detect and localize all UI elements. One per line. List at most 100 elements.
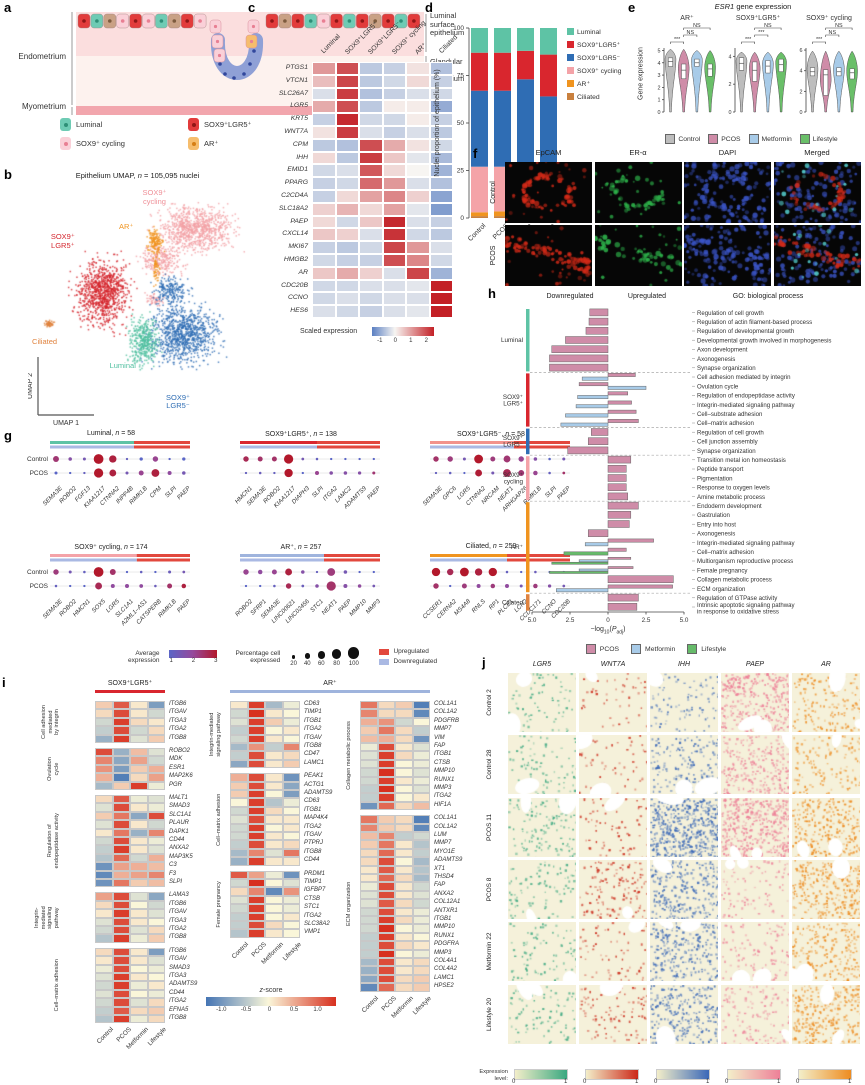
expression-dot bbox=[562, 584, 566, 588]
expression-dot bbox=[474, 568, 483, 576]
heatmap-cell bbox=[335, 164, 359, 178]
heatmap-cell bbox=[312, 305, 336, 318]
go-bar bbox=[607, 511, 632, 519]
heatmap-cell bbox=[359, 87, 383, 101]
i-heatmap-cell bbox=[395, 768, 413, 777]
spatial-colorbar bbox=[656, 1069, 710, 1080]
i-gene-label: HPSE2 bbox=[434, 983, 454, 990]
i-heatmap-cell bbox=[112, 947, 130, 957]
celltype-column-label: Luminal bbox=[320, 33, 342, 55]
i-heatmap-cell bbox=[377, 874, 395, 883]
heatmap-cell bbox=[406, 113, 430, 126]
d-legend-swatch bbox=[567, 67, 574, 74]
i-gene-label: MMP10 bbox=[434, 768, 455, 775]
gene-label: C2CD4A bbox=[281, 192, 308, 199]
spatial-tile bbox=[650, 922, 718, 982]
i-heatmap-cell bbox=[282, 912, 300, 921]
expression-dot bbox=[83, 570, 86, 574]
i-group-title: SOX9⁺LGR5⁺ bbox=[107, 680, 153, 687]
i-gene-label: ITGB8 bbox=[169, 1015, 187, 1021]
i-heatmap-cell bbox=[230, 912, 248, 921]
go-term-label: Female pregnancy bbox=[697, 567, 748, 574]
i-heatmap-cell bbox=[282, 773, 300, 782]
go-term-label: Transition metal ion homeostasis bbox=[697, 457, 786, 464]
heatmap-cell bbox=[429, 151, 453, 165]
i-heatmap-cell bbox=[130, 964, 148, 973]
i-heatmap-cell bbox=[360, 785, 378, 794]
dotplot-title: Ciliated, n = 259 bbox=[465, 543, 517, 550]
i-heatmap-cell bbox=[377, 899, 395, 908]
expression-dot bbox=[315, 584, 319, 588]
i-gene-label: ADAMTS9 bbox=[304, 790, 333, 796]
i-heatmap-cell bbox=[147, 795, 165, 804]
i-heatmap-cell bbox=[95, 734, 113, 743]
i-heatmap-cell bbox=[247, 887, 265, 896]
i-heatmap-cell bbox=[282, 929, 300, 938]
stain-column-header: EpCAM bbox=[535, 148, 562, 157]
i-gene-label: ITGA2 bbox=[169, 998, 187, 1005]
go-term-label: Collagen metabolic process bbox=[697, 577, 772, 584]
i-gene-label: ITGB1 bbox=[434, 916, 452, 922]
e-legend-item: Lifestyle bbox=[799, 134, 838, 144]
heatmap-cell bbox=[382, 202, 406, 216]
heatmap-cell bbox=[406, 215, 430, 229]
i-heatmap-cell bbox=[147, 917, 165, 926]
i-heatmap-cell bbox=[230, 887, 248, 896]
heatmap-cell bbox=[406, 305, 430, 318]
heatmap-cell bbox=[429, 62, 453, 75]
dotplot-row-label: PCOS bbox=[30, 583, 49, 590]
expression-dot bbox=[244, 584, 248, 588]
i-heatmap-cell bbox=[412, 726, 430, 735]
expression-dot bbox=[181, 583, 187, 589]
i-heatmap-cell bbox=[95, 701, 113, 710]
spatial-tile bbox=[792, 673, 860, 732]
heatmap-cell bbox=[382, 292, 406, 306]
h-legend-item: PCOS bbox=[585, 644, 619, 654]
spatial-colorbar bbox=[798, 1069, 852, 1080]
expression-dot bbox=[533, 583, 538, 589]
heatmap-cell bbox=[406, 228, 430, 242]
cell-icon bbox=[188, 118, 199, 131]
i-heatmap-cell bbox=[282, 806, 300, 816]
e-legend-item: PCOS bbox=[708, 134, 741, 144]
go-bar bbox=[607, 419, 639, 423]
i-heatmap-cell bbox=[360, 815, 378, 824]
i-gene-label: MMP7 bbox=[434, 726, 452, 733]
i-heatmap-cell bbox=[395, 916, 413, 925]
expression-dot bbox=[344, 457, 347, 461]
i-gene-label: ITGB6 bbox=[169, 947, 187, 954]
i-gene-label: LUM bbox=[434, 832, 447, 838]
dotplot-title: SOX9⁺LGR5⁻, n = 58 bbox=[457, 431, 525, 438]
i-heatmap-cell bbox=[230, 848, 248, 858]
spatial-tile bbox=[650, 673, 718, 732]
category-label: SOX9⁺ bbox=[503, 394, 523, 401]
i-gene-label: ADAMTS9 bbox=[169, 981, 198, 988]
heatmap-cell bbox=[382, 138, 406, 152]
i-gene-label: ANXA2 bbox=[169, 845, 189, 852]
go-term-label: Cell adhesion mediated by integrin bbox=[697, 374, 791, 381]
boxplot bbox=[681, 63, 687, 80]
i-heatmap-cell bbox=[360, 726, 378, 735]
category-strip bbox=[526, 428, 530, 455]
i-heatmap-cell bbox=[95, 811, 113, 821]
i-heatmap-cell bbox=[412, 949, 430, 958]
i-heatmap-cell bbox=[360, 949, 378, 958]
i-heatmap-cell bbox=[130, 862, 148, 871]
i-gene-label: ITGA3 bbox=[169, 717, 187, 724]
svg-text:3: 3 bbox=[658, 73, 661, 79]
gene-expression-axis-label: Gene expression bbox=[637, 47, 645, 100]
i-heatmap-cell bbox=[265, 726, 283, 735]
i-heatmap-cell bbox=[95, 964, 113, 973]
legend-item: SOX9⁺LGR5⁺ bbox=[188, 118, 252, 131]
i-heatmap-cell bbox=[395, 848, 413, 858]
expression-dot bbox=[372, 457, 375, 461]
i-heatmap-cell bbox=[112, 853, 130, 863]
i-section-label: ECM organization bbox=[345, 881, 352, 926]
endometrium-label: Endometrium bbox=[18, 52, 66, 61]
heatmap-cell bbox=[335, 87, 359, 101]
expression-dot bbox=[562, 471, 566, 475]
stack-segment bbox=[494, 28, 511, 53]
heatmap-cell bbox=[312, 100, 336, 114]
i-heatmap-cell bbox=[247, 726, 265, 735]
i-heatmap-cell bbox=[360, 907, 378, 916]
